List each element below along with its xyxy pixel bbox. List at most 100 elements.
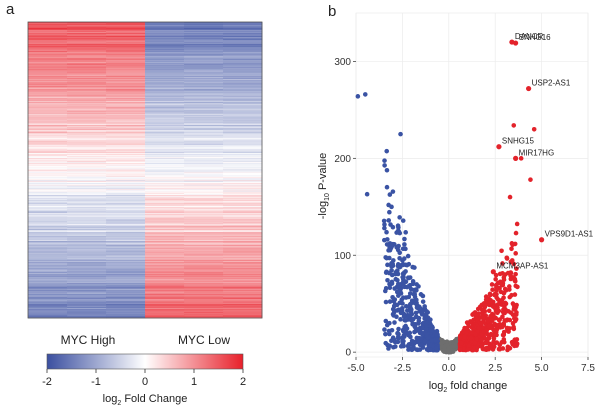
heatmap-cell xyxy=(223,276,263,278)
heatmap-cell xyxy=(145,130,185,132)
heatmap-cell xyxy=(145,296,185,298)
heatmap-cell xyxy=(145,258,185,260)
heatmap-cell xyxy=(67,64,107,67)
heatmap-cell xyxy=(28,117,68,119)
heatmap-cell xyxy=(223,255,263,257)
heatmap-cell xyxy=(145,303,185,306)
heatmap-cell xyxy=(28,39,68,41)
heatmap-cell xyxy=(106,27,146,29)
heatmap-cell xyxy=(67,313,107,315)
heatmap-cell xyxy=(106,140,146,142)
heatmap-cell xyxy=(184,132,224,134)
heatmap-cell xyxy=(184,141,224,143)
heatmap-cell xyxy=(106,306,146,308)
heatmap-cell xyxy=(145,295,185,297)
heatmap-cell xyxy=(67,93,107,95)
heatmap-cell xyxy=(28,201,68,203)
heatmap-cell xyxy=(28,73,68,75)
heatmap-cell xyxy=(28,149,68,151)
heatmap-cell xyxy=(106,213,146,215)
heatmap-cell xyxy=(106,270,146,272)
heatmap-cell xyxy=(223,93,263,95)
heatmap-cell xyxy=(28,35,68,37)
heatmap-cell xyxy=(184,173,224,175)
heatmap-cell xyxy=(223,150,263,152)
heatmap-cell xyxy=(145,229,185,231)
heatmap-cell xyxy=(106,203,146,205)
data-point xyxy=(528,177,533,182)
heatmap-cell xyxy=(67,145,107,147)
heatmap-cell xyxy=(106,96,146,98)
heatmap-cell xyxy=(28,106,68,108)
heatmap-cell xyxy=(145,61,185,64)
data-point xyxy=(408,334,413,340)
heatmap-cell xyxy=(28,24,68,26)
heatmap-cell xyxy=(145,215,185,217)
heatmap-cell xyxy=(28,132,68,134)
heatmap-cell xyxy=(184,298,224,300)
heatmap-cell xyxy=(223,37,263,39)
heatmap-cell xyxy=(67,57,107,59)
heatmap-cell xyxy=(67,22,107,24)
heatmap-cell xyxy=(145,63,185,65)
heatmap-cell xyxy=(145,24,185,27)
heatmap-cell xyxy=(28,186,68,188)
heatmap-cell xyxy=(28,229,68,231)
heatmap-cell xyxy=(106,253,146,255)
heatmap-cell xyxy=(184,258,224,260)
heatmap-cell xyxy=(67,50,107,52)
heatmap-cell xyxy=(106,61,146,63)
heatmap-cell xyxy=(67,113,107,115)
heatmap-cell xyxy=(106,72,146,74)
heatmap-cell xyxy=(223,28,263,30)
heatmap-cell xyxy=(184,315,224,317)
heatmap-cell xyxy=(145,212,185,215)
heatmap-cell xyxy=(106,265,146,267)
heatmap-cell xyxy=(184,68,224,70)
heatmap-cell xyxy=(67,260,107,262)
heatmap-cell xyxy=(184,252,224,254)
heatmap-cell xyxy=(145,307,185,309)
heatmap-cell xyxy=(184,252,224,254)
heatmap-cell xyxy=(184,265,224,267)
data-point xyxy=(406,342,412,347)
heatmap-cell xyxy=(223,39,263,41)
data-point xyxy=(400,335,405,341)
heatmap-cell xyxy=(184,117,224,119)
heatmap-cell xyxy=(28,180,68,182)
heatmap-cell xyxy=(223,188,263,190)
heatmap-cell xyxy=(223,209,263,211)
heatmap-cell xyxy=(28,77,68,79)
heatmap-cell xyxy=(223,70,263,72)
heatmap-cell xyxy=(106,210,146,212)
heatmap-cell xyxy=(145,200,185,202)
heatmap-cell xyxy=(28,256,68,258)
heatmap-cell xyxy=(184,113,224,115)
heatmap-cell xyxy=(28,299,68,301)
heatmap-cell xyxy=(28,104,68,106)
heatmap-cell xyxy=(28,218,68,220)
heatmap-cell xyxy=(184,246,224,248)
heatmap-cell xyxy=(145,233,185,235)
heatmap-cell xyxy=(28,136,68,138)
heatmap-cell xyxy=(145,157,185,159)
heatmap-cell xyxy=(184,301,224,303)
heatmap-cell xyxy=(184,98,224,101)
heatmap-cell xyxy=(67,192,107,194)
heatmap-cell xyxy=(106,50,146,52)
heatmap-cell xyxy=(67,178,107,180)
heatmap-cell xyxy=(145,161,185,163)
heatmap-cell xyxy=(106,260,146,262)
heatmap-cell xyxy=(184,239,224,241)
data-point xyxy=(476,325,482,331)
heatmap-cell xyxy=(28,185,68,187)
heatmap-cell xyxy=(145,249,185,251)
heatmap-cell xyxy=(67,122,107,124)
heatmap-cell xyxy=(67,253,107,255)
heatmap-cell xyxy=(28,271,68,273)
heatmap-cell xyxy=(184,85,224,87)
heatmap-cell xyxy=(67,261,107,263)
heatmap-cell xyxy=(145,270,185,272)
heatmap-cell xyxy=(67,273,107,275)
heatmap-cell xyxy=(106,122,146,124)
